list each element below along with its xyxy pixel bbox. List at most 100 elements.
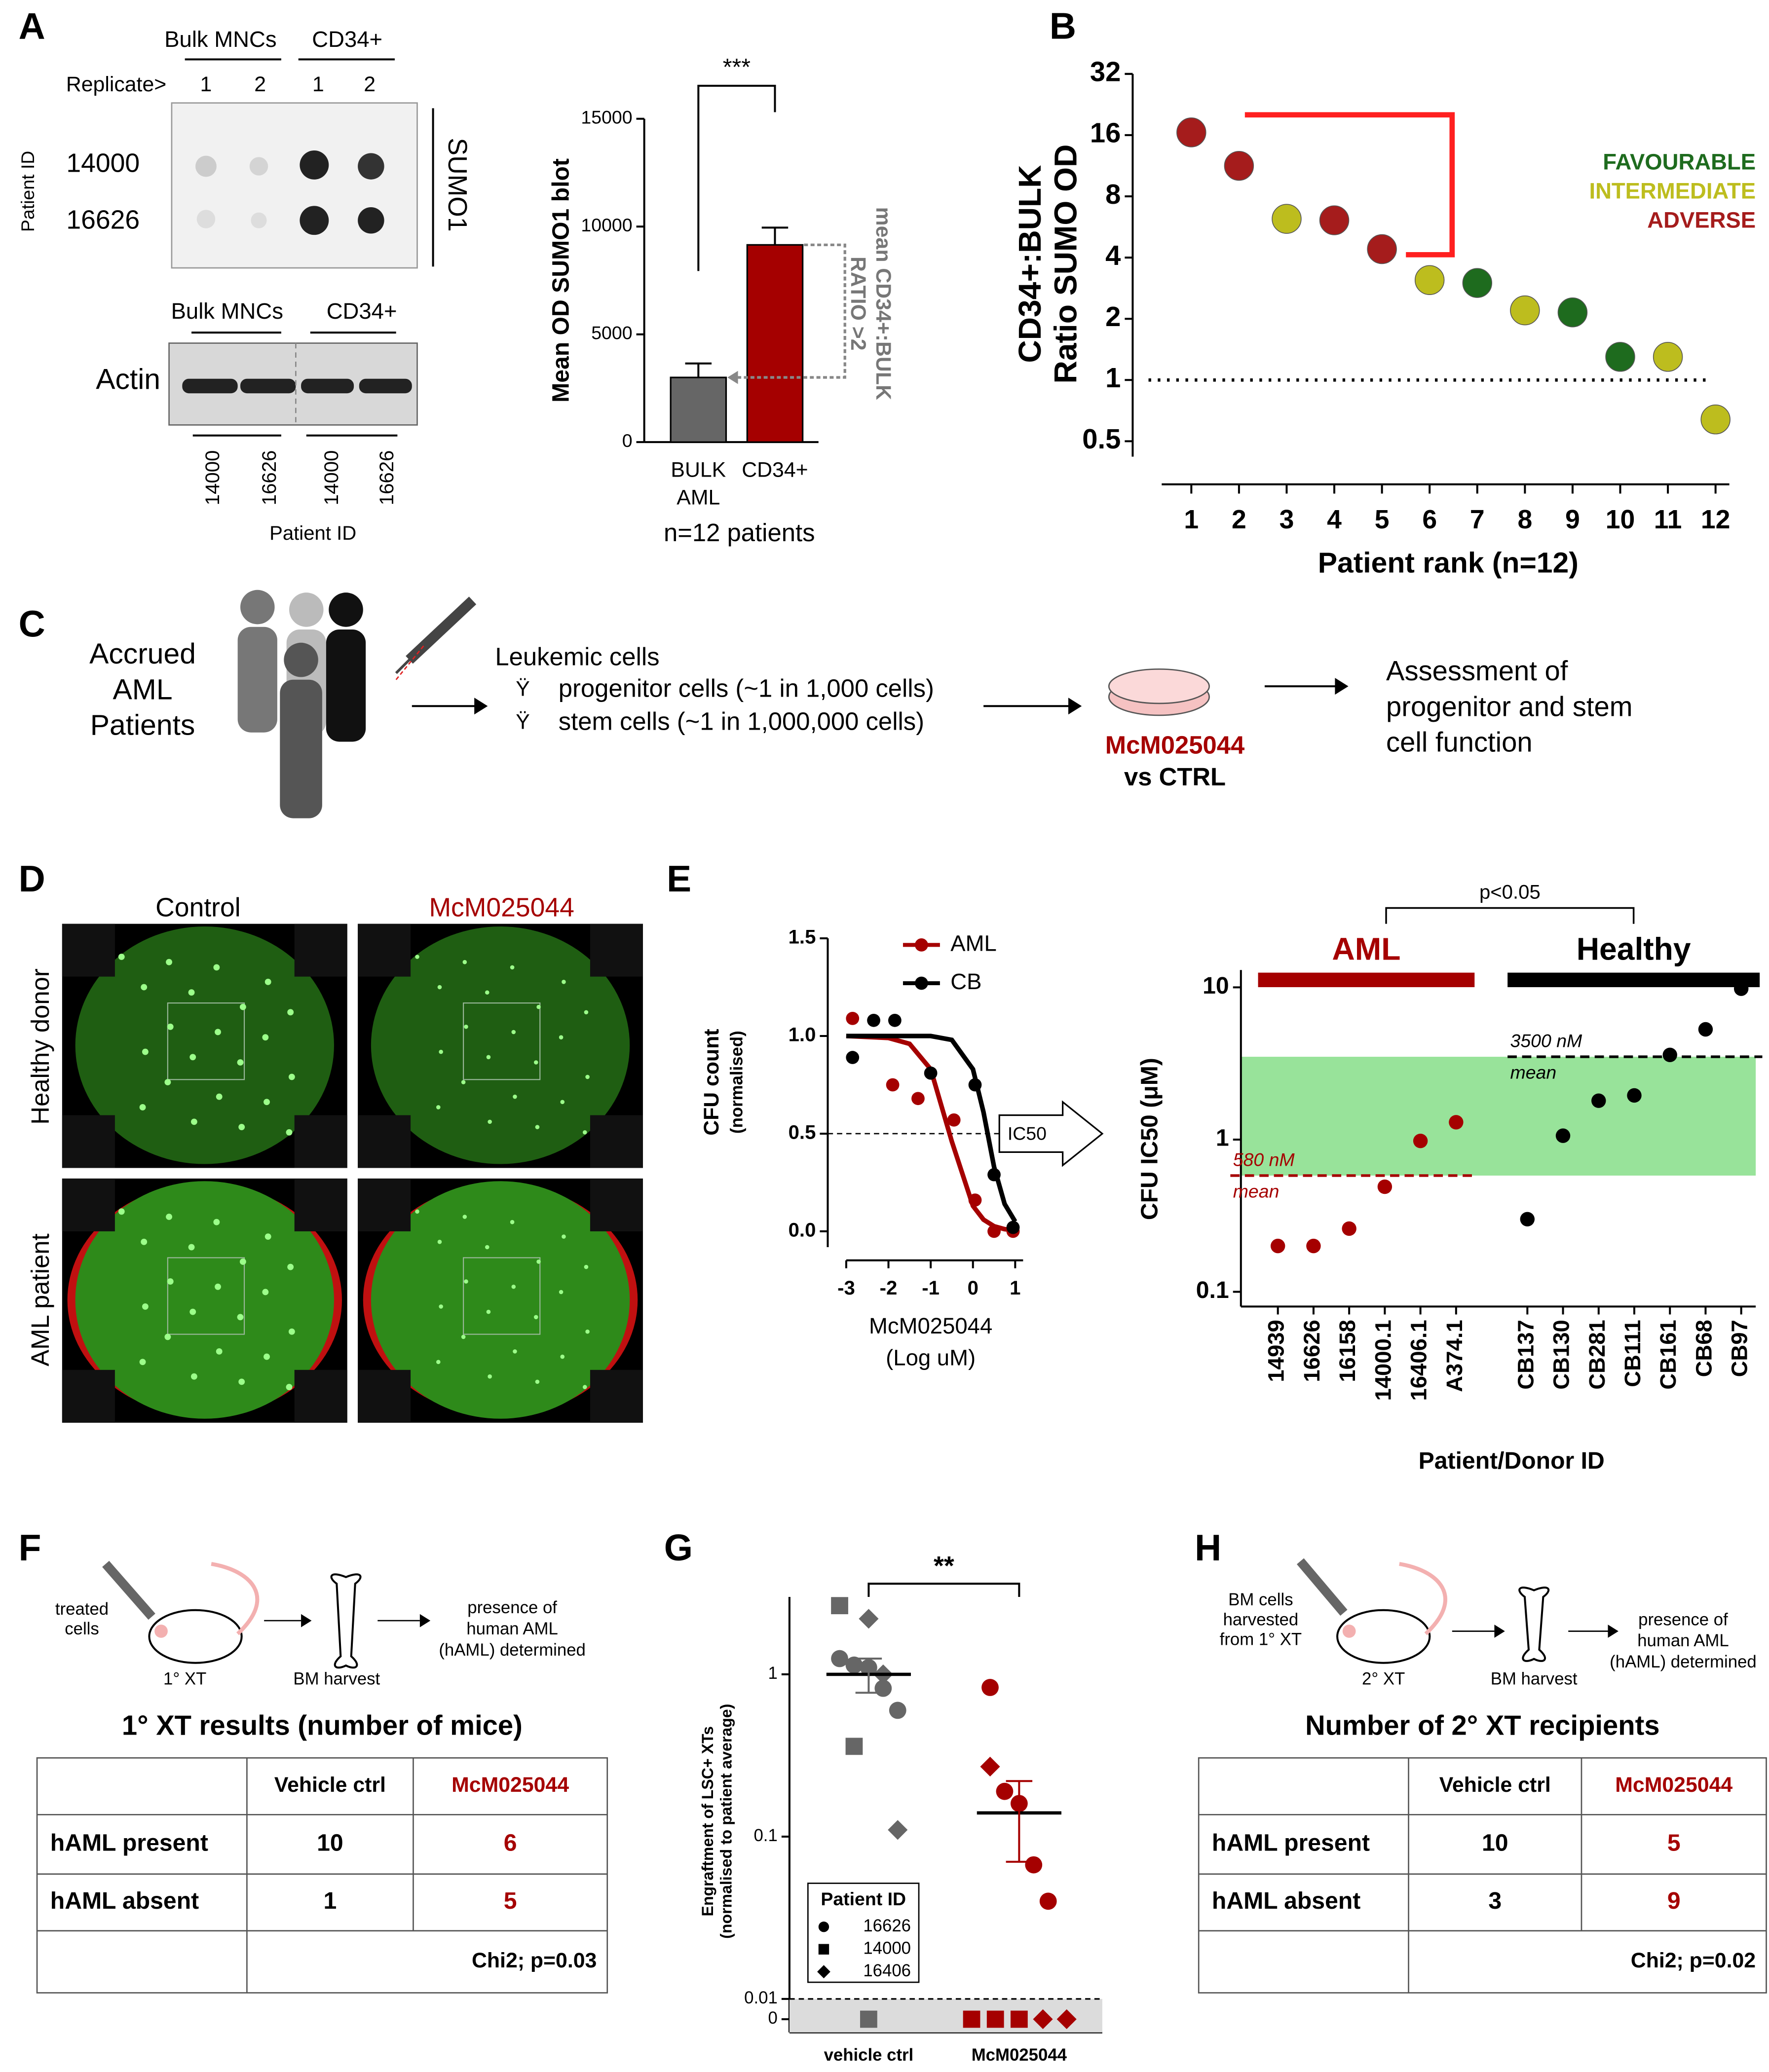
mouse-f [102, 1560, 431, 1669]
colony [559, 1290, 564, 1295]
well-corner [294, 1178, 347, 1231]
column-label: McM025044 [429, 893, 574, 922]
colony [262, 1289, 269, 1295]
culture-dish [1108, 668, 1210, 716]
x-tick-label: 1 [1184, 505, 1199, 534]
ratio-arrow-head [727, 370, 738, 384]
colony [188, 1244, 195, 1251]
y-axis-title: (normalised to patient average) [717, 1704, 735, 1939]
bullet: Ÿ [516, 677, 530, 701]
field-box [167, 1002, 245, 1080]
cell-value: 3 [1488, 1887, 1502, 1914]
colony [288, 1328, 295, 1335]
point [845, 1656, 863, 1674]
x-tick-label: -3 [837, 1277, 855, 1299]
x-tick-label: A374.1 [1442, 1320, 1467, 1392]
legend-label: FAVOURABLE [1603, 149, 1756, 175]
lane-label: Patient ID [269, 522, 356, 544]
row-label: Healthy donor [26, 968, 54, 1124]
point [1377, 1179, 1393, 1194]
blot-group: CD34+ [327, 298, 397, 324]
cell-value: 10 [317, 1829, 343, 1856]
y-tick-label: 1 [1216, 1125, 1229, 1151]
group-label: AML [1332, 931, 1400, 967]
below-threshold-band [789, 1998, 1102, 2033]
group-label: Healthy [1577, 931, 1691, 967]
table-footer: Chi2; p=0.03 [472, 1949, 597, 1972]
colony [263, 1099, 270, 1106]
colony [142, 1048, 149, 1055]
x-tick-label: 6 [1422, 505, 1437, 534]
y-tick-label: 10000 [581, 215, 632, 235]
point [1557, 297, 1588, 328]
patients-label: Accrued [89, 638, 196, 670]
y-axis-title: CFU IC50 (μM) [1136, 1058, 1163, 1220]
well-corner [294, 1115, 347, 1168]
point [860, 2010, 877, 2028]
x-tick-label: 0 [968, 1277, 979, 1299]
significance-bracket [867, 1583, 1020, 1597]
point [987, 1224, 1001, 1238]
well-corner [294, 924, 347, 977]
colony [141, 984, 148, 991]
y-tick-label: 0 [768, 2009, 777, 2028]
colony [488, 1119, 492, 1124]
sumo-blot [171, 102, 418, 269]
colony [263, 1353, 270, 1360]
table-frame [1198, 1757, 1767, 1994]
colony [142, 1303, 149, 1310]
field-box [463, 1002, 541, 1080]
column-label: Control [155, 893, 240, 922]
well [371, 1181, 630, 1419]
column-header: McM025044 [452, 1773, 569, 1797]
colony [239, 1258, 246, 1265]
colony [560, 1354, 565, 1359]
cell-item: stem cells (~1 in 1,000,000 cells) [559, 707, 924, 735]
result-label: presence of [467, 1598, 557, 1617]
colony [559, 1035, 564, 1039]
colony [139, 1104, 146, 1110]
point [1413, 1133, 1428, 1148]
cell-value: 1 [324, 1887, 337, 1914]
significance: p<0.05 [1479, 881, 1541, 903]
syringe [395, 596, 477, 680]
inject-label: from 1° XT [1220, 1630, 1302, 1649]
colony [167, 1023, 174, 1030]
bar [746, 244, 804, 443]
panel-label: C [19, 603, 45, 644]
well-corner [358, 1369, 411, 1423]
inject-label: treated [55, 1600, 109, 1619]
y-tick-label: 5000 [591, 323, 632, 343]
colony [562, 980, 566, 984]
colony [464, 1279, 468, 1284]
colony [560, 1100, 565, 1105]
colony [585, 1074, 590, 1079]
colony [486, 1055, 491, 1060]
lane-id: 16626 [258, 450, 280, 506]
harvest-label: BM harvest [293, 1670, 380, 1689]
outcome: Assessment of [1386, 655, 1568, 686]
y-tick-label: 0 [622, 430, 633, 451]
point [1224, 150, 1254, 181]
colony [536, 1004, 541, 1009]
legend-label: ADVERSE [1647, 207, 1756, 232]
point [1510, 295, 1540, 326]
colony [462, 1215, 467, 1219]
inject-label: BM cells [1228, 1591, 1293, 1609]
colony [535, 1379, 540, 1384]
y-axis-title: CD34+:BULK [1012, 165, 1048, 363]
point [1272, 204, 1302, 234]
point [817, 1965, 830, 1979]
row-label: hAML present [1212, 1829, 1370, 1856]
colony [436, 1360, 441, 1365]
colony [264, 978, 271, 985]
y-tick-label: 0.0 [789, 1219, 816, 1241]
field-box [463, 1257, 541, 1335]
cell-value: 9 [1667, 1887, 1681, 1914]
colony [585, 1329, 590, 1334]
y-tick-label: 2 [1105, 301, 1121, 332]
colony [189, 1054, 196, 1061]
colony [582, 1385, 587, 1389]
colony [215, 1283, 221, 1290]
well-corner [590, 1369, 643, 1423]
